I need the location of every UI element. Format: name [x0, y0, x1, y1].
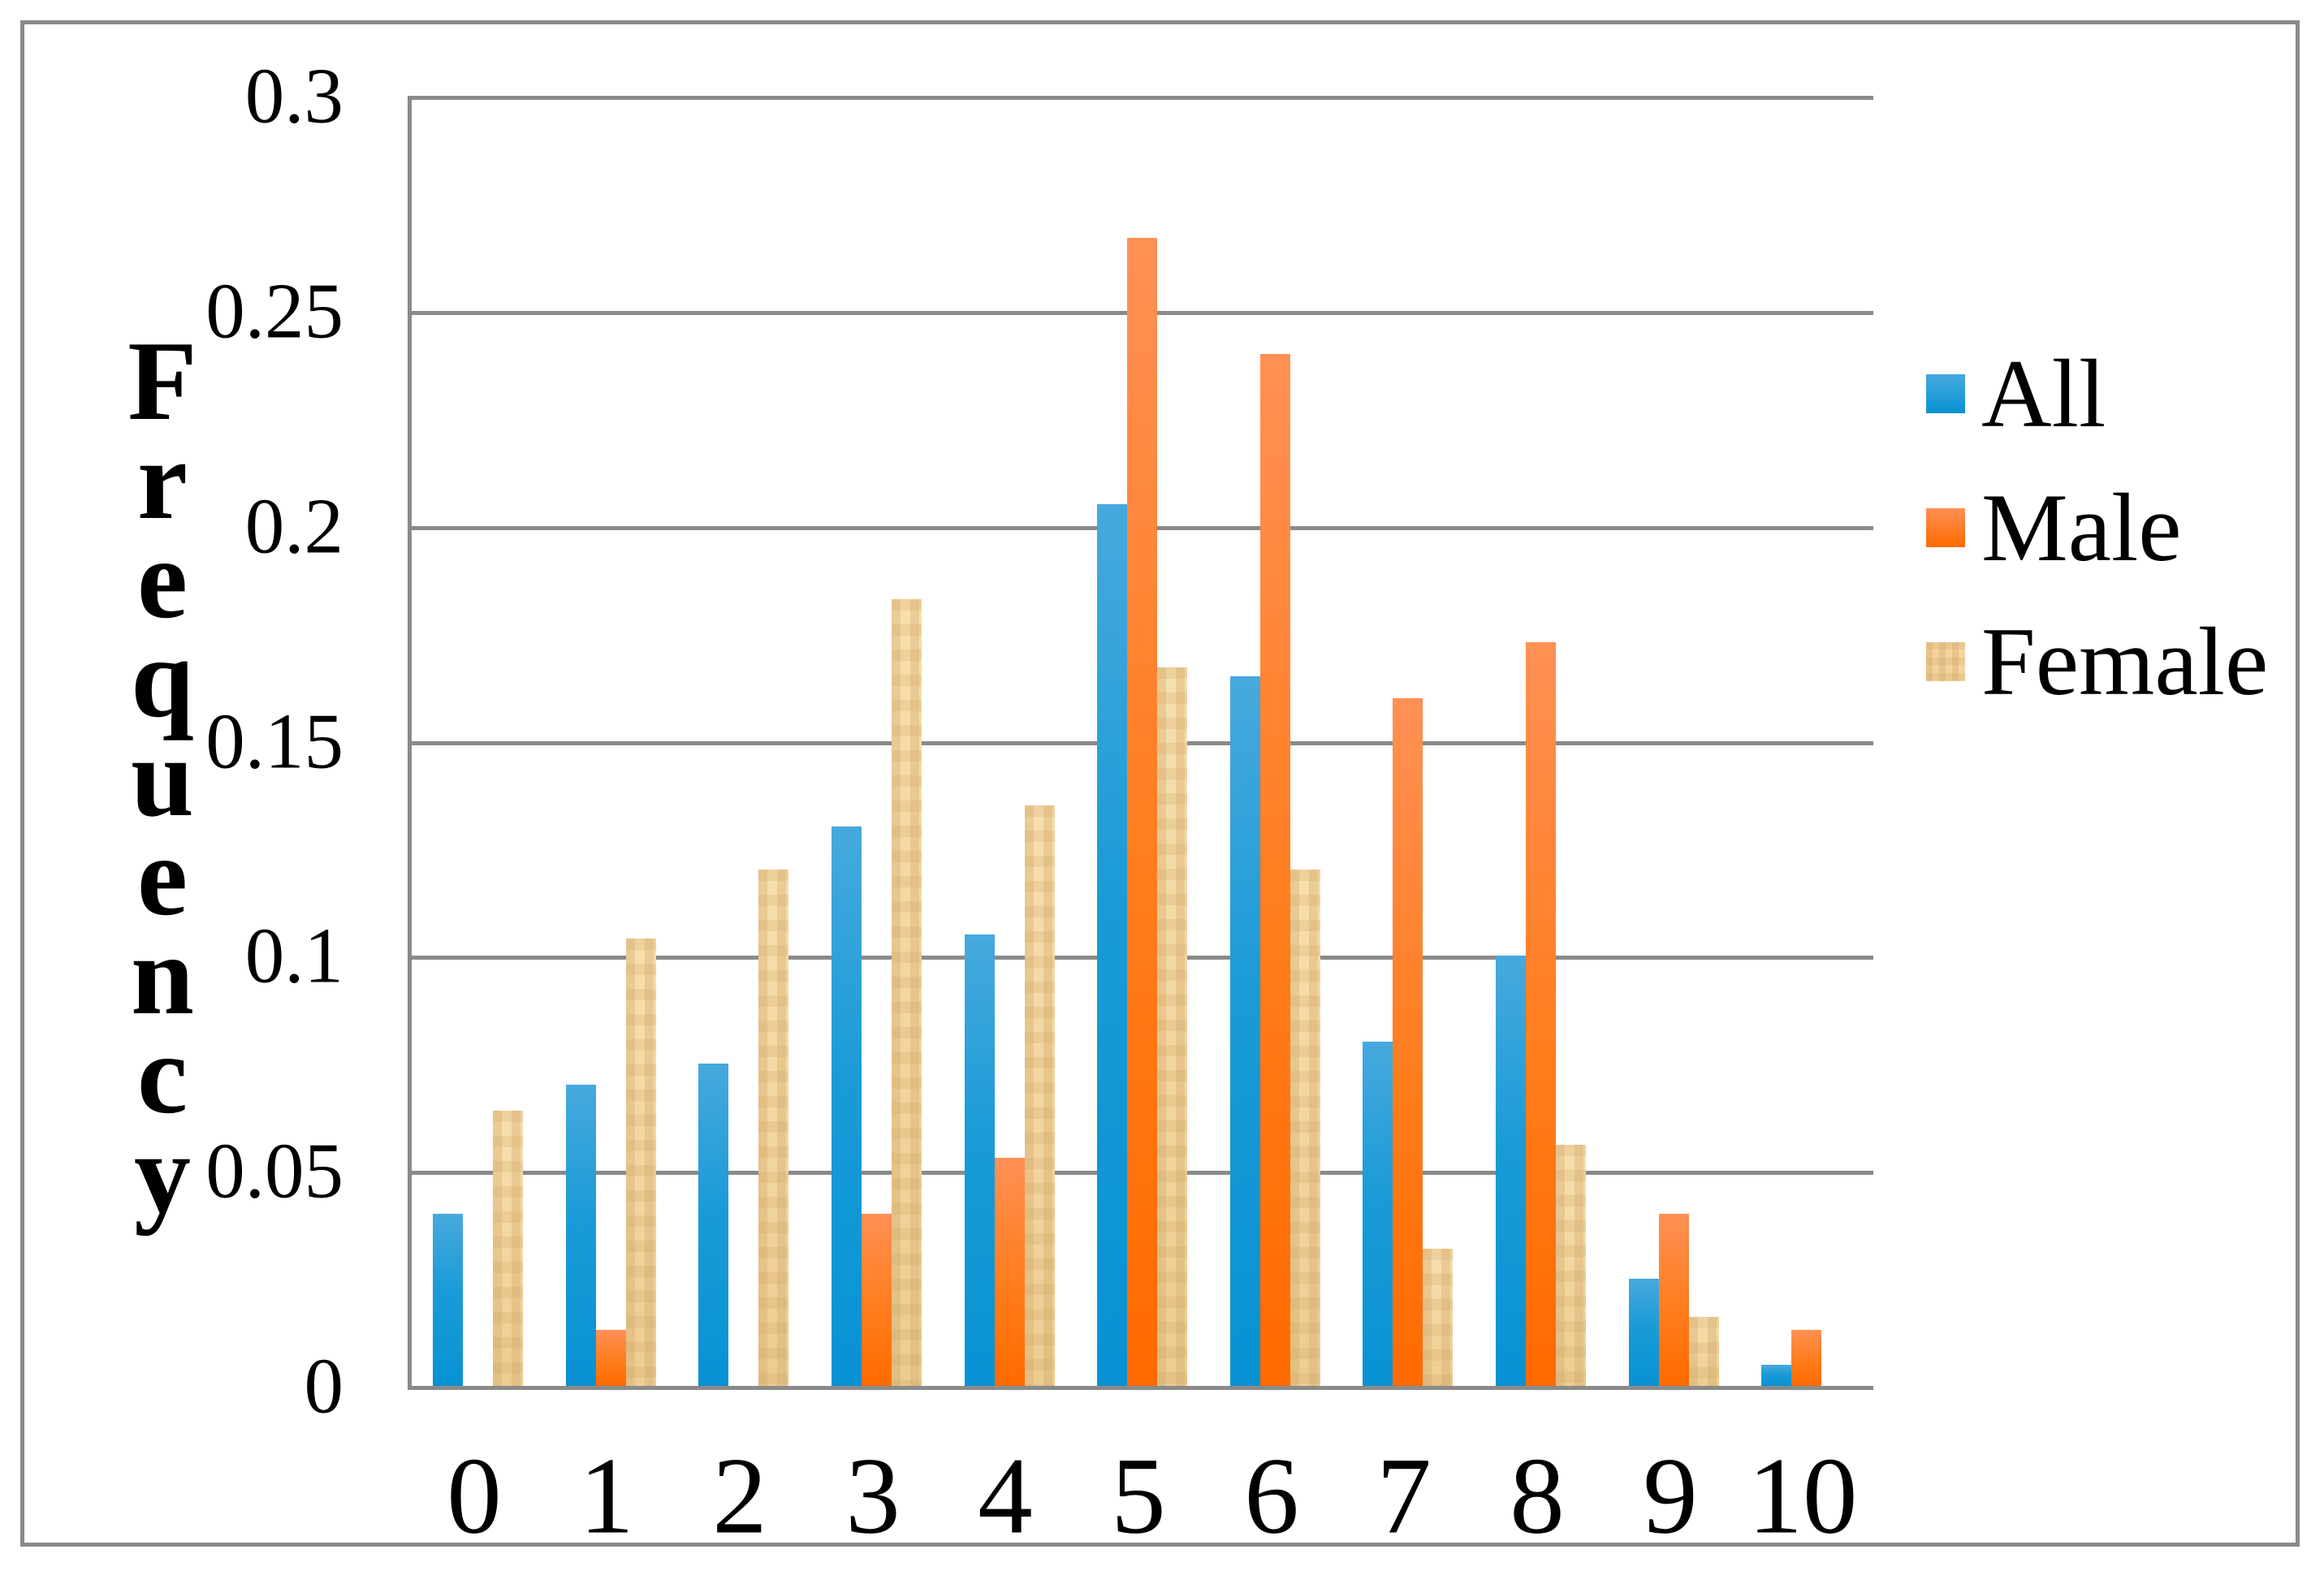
legend-label-male: Male — [1981, 473, 2182, 581]
x-tick-label-0: 0 — [447, 1435, 502, 1557]
legend-swatch-female — [1926, 642, 1965, 681]
y-axis-title-letter: F — [127, 318, 197, 444]
bar-group-9 — [1629, 96, 1719, 1386]
bar-male-9 — [1659, 1214, 1689, 1386]
legend-item-female: Female — [1926, 613, 2268, 710]
bar-male-3 — [862, 1214, 892, 1386]
bar-group-0 — [433, 96, 523, 1386]
x-tick-label-5: 5 — [1111, 1435, 1166, 1557]
x-tick-label-7: 7 — [1376, 1435, 1432, 1557]
bar-group-1 — [566, 96, 656, 1386]
bar-male-4 — [995, 1158, 1025, 1386]
bar-all-5 — [1097, 504, 1127, 1386]
bar-female-1 — [626, 939, 656, 1386]
bar-female-0 — [493, 1111, 523, 1386]
plot-area — [408, 96, 1873, 1390]
x-tick-label-8: 8 — [1510, 1435, 1565, 1557]
bar-all-7 — [1363, 1042, 1393, 1386]
x-tick-label-6: 6 — [1244, 1435, 1299, 1557]
bar-male-6 — [1260, 354, 1290, 1386]
bar-all-4 — [965, 934, 995, 1386]
bar-female-6 — [1290, 870, 1320, 1386]
x-tick-label-3: 3 — [845, 1435, 901, 1557]
bar-all-9 — [1629, 1279, 1659, 1386]
y-tick-label-0.05: 0.05 — [205, 1127, 343, 1215]
bar-group-4 — [965, 96, 1055, 1386]
bar-group-7 — [1363, 96, 1453, 1386]
y-tick-label-0.25: 0.25 — [205, 267, 343, 355]
y-tick-label-0: 0 — [304, 1342, 344, 1430]
legend-item-all: All — [1926, 345, 2268, 442]
y-axis-title-letter: e — [136, 516, 188, 642]
x-tick-label-2: 2 — [712, 1435, 767, 1557]
gridline-0.3 — [412, 96, 1873, 100]
bar-female-5 — [1157, 667, 1187, 1386]
y-axis-title-letter: r — [136, 417, 188, 543]
x-tick-label-9: 9 — [1643, 1435, 1698, 1557]
bar-female-4 — [1025, 805, 1055, 1386]
bar-all-1 — [566, 1085, 596, 1386]
bars-layer — [412, 96, 1873, 1386]
bar-all-10 — [1761, 1365, 1791, 1386]
y-axis-title-letter: u — [131, 714, 194, 840]
bar-male-8 — [1526, 642, 1556, 1386]
legend-label-female: Female — [1981, 607, 2269, 715]
bar-all-6 — [1230, 676, 1260, 1386]
legend-item-male: Male — [1926, 479, 2268, 576]
y-tick-label-0.2: 0.2 — [244, 482, 343, 570]
x-tick-label-4: 4 — [978, 1435, 1033, 1557]
bar-female-9 — [1689, 1317, 1719, 1386]
legend-swatch-male — [1926, 508, 1965, 547]
bar-group-3 — [832, 96, 922, 1386]
bar-all-8 — [1496, 956, 1526, 1386]
bar-group-10 — [1761, 96, 1851, 1386]
bar-female-2 — [758, 870, 788, 1386]
y-axis-title-letter: q — [131, 615, 194, 741]
y-axis-title-letter: n — [131, 913, 194, 1038]
bar-male-7 — [1393, 698, 1423, 1386]
bar-group-6 — [1230, 96, 1320, 1386]
bar-male-5 — [1127, 238, 1157, 1386]
bar-female-3 — [892, 599, 922, 1386]
bar-all-2 — [698, 1064, 728, 1386]
bar-female-7 — [1423, 1249, 1453, 1386]
bar-male-1 — [596, 1330, 626, 1386]
bar-group-2 — [698, 96, 788, 1386]
bar-female-8 — [1556, 1145, 1586, 1386]
legend-swatch-all — [1926, 374, 1965, 413]
bar-all-3 — [832, 827, 862, 1386]
x-tick-label-10: 10 — [1747, 1435, 1858, 1557]
y-axis-title-letter: e — [136, 814, 188, 939]
bar-male-10 — [1791, 1330, 1821, 1386]
y-tick-label-0.1: 0.1 — [244, 912, 343, 999]
y-tick-label-0.15: 0.15 — [205, 697, 343, 785]
legend-label-all: All — [1981, 339, 2106, 447]
x-tick-label-1: 1 — [579, 1435, 634, 1557]
y-axis-title-letter: y — [134, 1111, 191, 1237]
legend: All Male Female — [1926, 345, 2268, 747]
y-tick-label-0.3: 0.3 — [244, 52, 343, 140]
bar-group-5 — [1097, 96, 1187, 1386]
y-axis-title-letter: c — [136, 1012, 188, 1137]
bar-group-8 — [1496, 96, 1586, 1386]
bar-all-0 — [433, 1214, 463, 1386]
